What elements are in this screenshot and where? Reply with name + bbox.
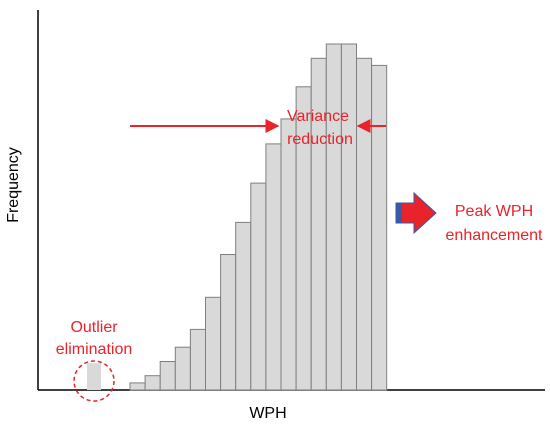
histogram-bar — [250, 182, 267, 391]
histogram-bar — [220, 254, 237, 391]
outlier-label-line1: Outlier — [70, 319, 118, 336]
outlier-group — [87, 363, 101, 390]
histogram-bar — [325, 43, 342, 391]
histogram-bar — [280, 118, 297, 391]
histogram-bar — [189, 328, 206, 391]
histogram-bars — [129, 43, 388, 391]
peak-arrow-tail — [396, 203, 402, 223]
outlier-circle — [73, 360, 115, 402]
x-axis-label: WPH — [249, 405, 286, 422]
peak-label-line1: Peak WPH — [455, 203, 533, 220]
peak-label-line2: enhancement — [446, 227, 544, 244]
variance-label-line1: Variance — [287, 108, 349, 125]
histogram-bar — [129, 382, 146, 391]
histogram-bar — [159, 361, 176, 391]
histogram-bar — [371, 64, 388, 391]
histogram-bar — [235, 221, 252, 391]
histogram-bar — [265, 143, 282, 391]
histogram-bar — [144, 375, 161, 391]
histogram-bar — [340, 43, 357, 391]
outlier-bar — [87, 363, 101, 390]
y-axis-label: Frequency — [5, 147, 22, 223]
variance-label-line2: reduction — [287, 131, 353, 148]
histogram-bar — [205, 296, 222, 391]
histogram-bar — [356, 57, 373, 391]
histogram-bar — [174, 346, 191, 391]
outlier-label-line2: elimination — [56, 341, 132, 358]
